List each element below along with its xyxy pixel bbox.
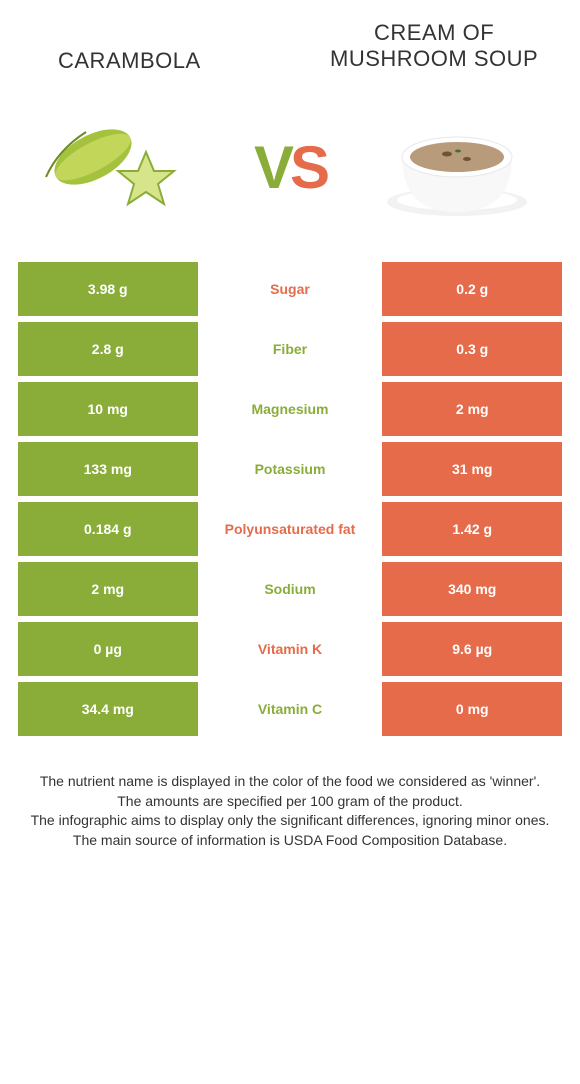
right-value: 9.6 µg [382,622,562,676]
left-value: 3.98 g [18,262,198,316]
carambola-image [38,102,208,232]
nutrient-label: Sodium [198,562,383,616]
footer-line: The nutrient name is displayed in the co… [28,772,552,792]
vs-s: S [290,134,326,201]
left-value: 133 mg [18,442,198,496]
footer-notes: The nutrient name is displayed in the co… [18,742,562,850]
nutrient-label: Polyunsaturated fat [198,502,383,556]
footer-line: The infographic aims to display only the… [28,811,552,831]
right-food-title: CREAM OF MUSHROOM SOUP [316,20,552,72]
right-value: 1.42 g [382,502,562,556]
right-value: 0.3 g [382,322,562,376]
right-value: 31 mg [382,442,562,496]
table-row: 133 mg Potassium 31 mg [18,442,562,496]
table-row: 0.184 g Polyunsaturated fat 1.42 g [18,502,562,556]
vs-v: V [254,134,290,201]
table-row: 0 µg Vitamin K 9.6 µg [18,622,562,676]
table-row: 2.8 g Fiber 0.3 g [18,322,562,376]
table-row: 10 mg Magnesium 2 mg [18,382,562,436]
left-value: 2 mg [18,562,198,616]
right-value: 2 mg [382,382,562,436]
left-food-title: CARAMBOLA [28,20,264,74]
left-value: 0 µg [18,622,198,676]
header: CARAMBOLA CREAM OF MUSHROOM SOUP [18,20,562,92]
table-row: 34.4 mg Vitamin C 0 mg [18,682,562,736]
nutrient-label: Sugar [198,262,383,316]
left-value: 0.184 g [18,502,198,556]
left-value: 10 mg [18,382,198,436]
nutrient-table: 3.98 g Sugar 0.2 g 2.8 g Fiber 0.3 g 10 … [18,262,562,736]
right-value: 0 mg [382,682,562,736]
table-row: 3.98 g Sugar 0.2 g [18,262,562,316]
footer-line: The main source of information is USDA F… [28,831,552,851]
right-value: 0.2 g [382,262,562,316]
nutrient-label: Fiber [198,322,383,376]
nutrient-label: Magnesium [198,382,383,436]
image-row: VS [18,92,562,262]
left-value: 34.4 mg [18,682,198,736]
right-value: 340 mg [382,562,562,616]
footer-line: The amounts are specified per 100 gram o… [28,792,552,812]
nutrient-label: Vitamin C [198,682,383,736]
left-value: 2.8 g [18,322,198,376]
soup-image [372,102,542,232]
nutrient-label: Vitamin K [198,622,383,676]
table-row: 2 mg Sodium 340 mg [18,562,562,616]
nutrient-label: Potassium [198,442,383,496]
vs-label: VS [254,133,326,202]
